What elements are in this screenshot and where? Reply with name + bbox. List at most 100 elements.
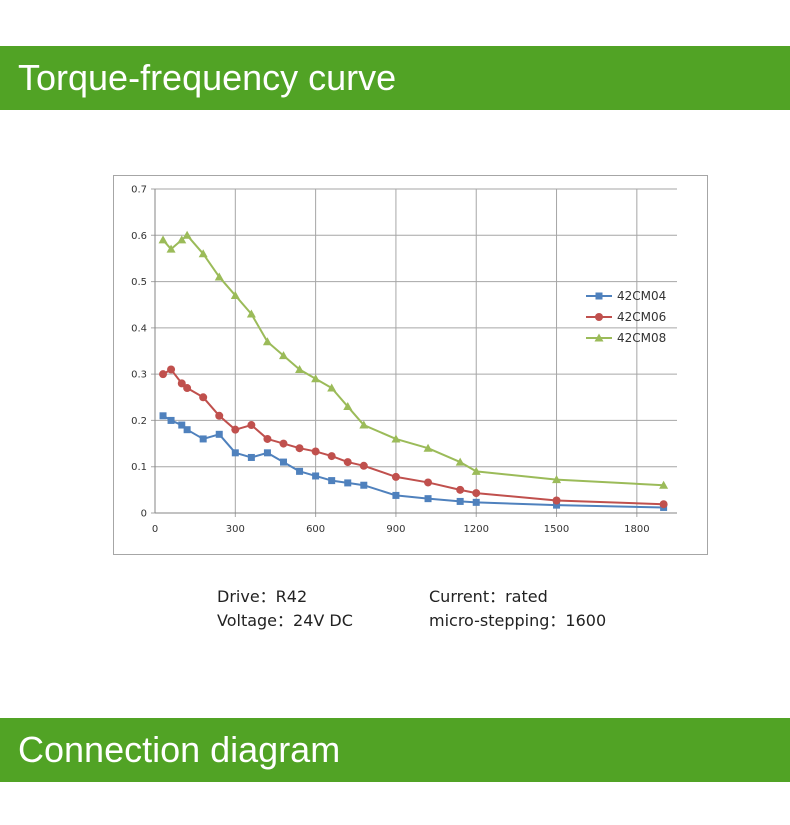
data-point bbox=[183, 384, 192, 393]
drive-spec: Drive：R42 bbox=[217, 587, 308, 606]
chart-legend: 42CM04 42CM06 42CM08 bbox=[586, 289, 666, 345]
data-point bbox=[659, 500, 668, 509]
data-point bbox=[247, 421, 256, 430]
data-point bbox=[278, 351, 288, 360]
legend-label: 42CM08 bbox=[617, 331, 666, 345]
data-point bbox=[456, 497, 464, 505]
data-point bbox=[343, 402, 353, 411]
legend-marker bbox=[595, 292, 603, 300]
microstepping-spec: micro-stepping：1600 bbox=[429, 611, 607, 630]
data-point bbox=[659, 480, 669, 489]
torque-curve-banner: Torque-frequency curve bbox=[0, 46, 790, 110]
data-point bbox=[328, 477, 336, 485]
data-point bbox=[159, 370, 168, 379]
data-point bbox=[311, 447, 320, 456]
y-tick-label: 0 bbox=[141, 509, 147, 520]
data-point bbox=[423, 443, 433, 452]
data-point bbox=[424, 478, 433, 487]
data-point bbox=[263, 449, 271, 457]
legend-marker bbox=[595, 313, 603, 321]
data-point bbox=[344, 479, 352, 487]
data-point bbox=[177, 379, 186, 388]
data-point bbox=[360, 481, 368, 489]
data-point bbox=[359, 420, 369, 429]
data-point bbox=[552, 475, 562, 484]
x-tick-label: 300 bbox=[226, 524, 245, 535]
data-point bbox=[231, 449, 239, 457]
data-point bbox=[262, 337, 272, 346]
series-42CM06 bbox=[159, 365, 668, 509]
data-point bbox=[166, 244, 176, 253]
data-point bbox=[391, 434, 401, 443]
data-point bbox=[456, 485, 465, 494]
data-point bbox=[327, 452, 336, 461]
x-tick-label: 600 bbox=[306, 524, 325, 535]
data-point bbox=[231, 425, 240, 434]
data-point bbox=[198, 249, 208, 258]
data-point bbox=[471, 466, 481, 475]
x-tick-label: 0 bbox=[152, 524, 158, 535]
data-point bbox=[230, 290, 240, 299]
connection-diagram-banner: Connection diagram bbox=[0, 718, 790, 782]
data-point bbox=[455, 457, 465, 466]
y-tick-label: 0.4 bbox=[131, 323, 147, 334]
x-tick-label: 1800 bbox=[624, 524, 649, 535]
data-point bbox=[552, 496, 561, 505]
legend-item: 42CM06 bbox=[586, 310, 666, 324]
y-tick-label: 0.7 bbox=[131, 185, 147, 196]
data-point bbox=[472, 489, 481, 498]
data-point bbox=[359, 461, 368, 470]
data-point bbox=[167, 416, 175, 424]
data-point bbox=[279, 439, 288, 448]
chart-series bbox=[158, 230, 669, 511]
data-point bbox=[296, 467, 304, 475]
x-tick-label: 1500 bbox=[544, 524, 569, 535]
x-tick-label: 900 bbox=[386, 524, 405, 535]
torque-curve-title: Torque-frequency curve bbox=[18, 57, 397, 98]
torque-frequency-chart: 0 0.1 0.2 0.3 0.4 0.5 0.6 0.7 0 300 600 900 1200 1500… bbox=[113, 175, 708, 555]
data-point bbox=[391, 472, 400, 481]
data-point bbox=[392, 491, 400, 499]
data-point bbox=[158, 235, 168, 244]
chart-grid bbox=[151, 188, 677, 517]
series-42CM08 bbox=[158, 230, 669, 489]
current-spec: Current：rated bbox=[429, 587, 548, 606]
data-point bbox=[183, 426, 191, 434]
legend-item: 42CM08 bbox=[586, 331, 666, 345]
data-point bbox=[214, 272, 224, 281]
series-line bbox=[162, 234, 664, 487]
chart-svg: 0 0.1 0.2 0.3 0.4 0.5 0.6 0.7 0 300 600 900 1200 1500… bbox=[131, 185, 677, 535]
data-point bbox=[295, 365, 305, 374]
data-point bbox=[553, 501, 561, 509]
data-point bbox=[178, 421, 186, 429]
data-point bbox=[424, 495, 432, 503]
data-point bbox=[311, 374, 321, 383]
y-tick-label: 0.2 bbox=[131, 416, 147, 427]
chart-axes: 0 0.1 0.2 0.3 0.4 0.5 0.6 0.7 0 300 600 900 1200 1500… bbox=[131, 185, 677, 535]
voltage-spec: Voltage：24V DC bbox=[217, 611, 353, 630]
data-point bbox=[279, 458, 287, 466]
legend-item: 42CM04 bbox=[586, 289, 666, 303]
series-line bbox=[162, 368, 664, 506]
legend-label: 42CM04 bbox=[617, 289, 666, 303]
data-point bbox=[247, 453, 255, 461]
data-point bbox=[177, 235, 187, 244]
y-tick-label: 0.3 bbox=[131, 370, 147, 381]
y-tick-label: 0.5 bbox=[131, 277, 147, 288]
data-point bbox=[199, 393, 208, 402]
y-tick-label: 0.1 bbox=[131, 462, 147, 473]
data-point bbox=[246, 309, 256, 318]
data-point bbox=[199, 435, 207, 443]
data-point bbox=[327, 383, 337, 392]
data-point bbox=[263, 434, 272, 443]
data-point bbox=[215, 430, 223, 438]
data-point bbox=[182, 230, 192, 239]
data-point bbox=[312, 472, 320, 480]
data-point bbox=[215, 411, 224, 420]
legend-label: 42CM06 bbox=[617, 310, 666, 324]
y-tick-label: 0.6 bbox=[131, 231, 147, 242]
legend-marker bbox=[594, 333, 604, 342]
data-point bbox=[159, 412, 167, 420]
data-point bbox=[343, 458, 352, 467]
x-tick-label: 1200 bbox=[464, 524, 489, 535]
